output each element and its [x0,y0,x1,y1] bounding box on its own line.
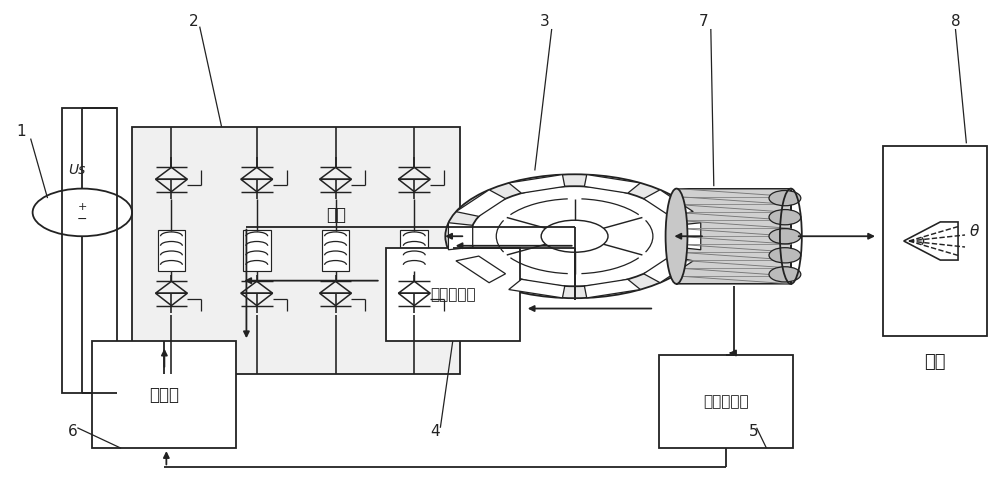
Polygon shape [644,190,693,216]
Bar [659,355,793,448]
Text: Us: Us [69,163,86,177]
Bar [132,127,460,375]
Text: 5: 5 [749,424,758,439]
Bar [62,107,117,393]
Circle shape [769,228,801,244]
Polygon shape [509,279,565,298]
Polygon shape [644,256,693,283]
Text: 控制器: 控制器 [149,386,179,403]
Circle shape [769,248,801,263]
Circle shape [470,186,679,286]
Bar [677,188,791,284]
Polygon shape [584,174,640,193]
Text: θ: θ [970,224,979,239]
Polygon shape [448,223,473,250]
Circle shape [769,210,801,225]
Circle shape [445,174,704,298]
Polygon shape [676,223,701,250]
Text: 6: 6 [68,424,77,439]
Text: 3: 3 [540,14,550,29]
Bar [158,230,185,271]
Circle shape [541,220,608,252]
Text: 4: 4 [431,424,440,439]
Polygon shape [456,190,506,216]
Bar [883,146,987,336]
Text: +: + [78,201,87,212]
Text: 电流检测器: 电流检测器 [430,287,476,302]
Circle shape [769,190,801,206]
Bar [677,188,791,284]
Text: 2: 2 [189,14,199,29]
Bar [243,230,271,271]
Bar [92,341,236,448]
Ellipse shape [666,188,687,284]
Text: 7: 7 [699,14,709,29]
Polygon shape [456,256,506,283]
Bar [386,248,520,341]
Text: 8: 8 [951,14,960,29]
Polygon shape [509,174,565,193]
Circle shape [769,267,801,282]
Bar [322,230,349,271]
Bar [400,230,428,271]
Text: 转速: 转速 [326,206,346,224]
Text: 位置检测器: 位置检测器 [703,394,749,409]
Polygon shape [584,279,640,298]
Text: −: − [77,213,88,226]
Text: 1: 1 [16,124,25,139]
Text: 舶面: 舶面 [924,353,946,372]
